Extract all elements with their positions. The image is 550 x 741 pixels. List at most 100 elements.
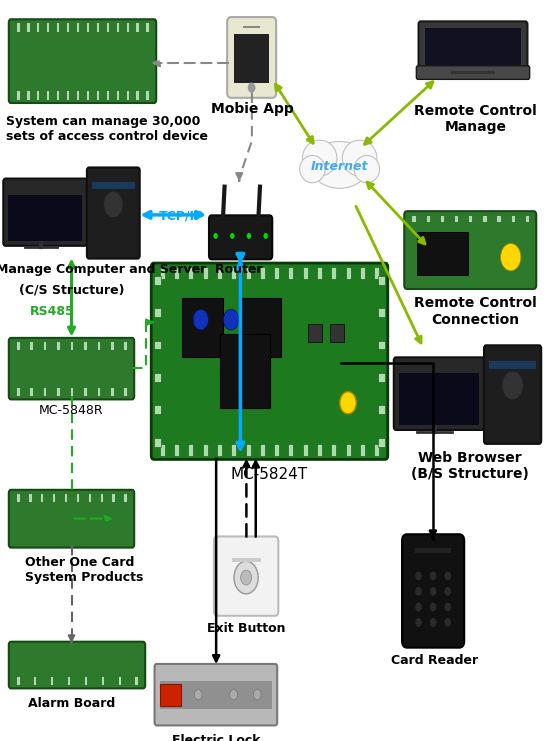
- Bar: [86, 90, 90, 100]
- Bar: [15, 90, 20, 100]
- FancyBboxPatch shape: [155, 664, 277, 725]
- Bar: [15, 493, 20, 502]
- Circle shape: [248, 82, 255, 93]
- Bar: [331, 444, 336, 456]
- Circle shape: [430, 571, 437, 580]
- Text: MC-5824T: MC-5824T: [231, 467, 308, 482]
- FancyBboxPatch shape: [9, 642, 145, 688]
- Bar: [245, 267, 250, 279]
- Bar: [417, 233, 467, 275]
- Bar: [26, 22, 30, 32]
- Circle shape: [444, 571, 451, 580]
- Ellipse shape: [302, 140, 337, 176]
- Bar: [110, 341, 114, 350]
- Bar: [260, 444, 265, 456]
- Bar: [15, 341, 20, 350]
- Text: Card Reader: Card Reader: [391, 654, 478, 667]
- Bar: [440, 215, 444, 222]
- Bar: [510, 215, 515, 222]
- Circle shape: [444, 618, 451, 627]
- Bar: [46, 90, 50, 100]
- Circle shape: [213, 233, 218, 239]
- Bar: [174, 267, 179, 279]
- Bar: [346, 267, 351, 279]
- Text: Other One Card
System Products: Other One Card System Products: [25, 556, 143, 584]
- Bar: [123, 341, 128, 350]
- Bar: [8, 195, 82, 241]
- Circle shape: [500, 244, 521, 270]
- FancyBboxPatch shape: [87, 167, 140, 259]
- Bar: [69, 341, 74, 350]
- Text: Mobie App: Mobie App: [211, 102, 293, 116]
- Bar: [174, 444, 179, 456]
- Text: MC-5848R: MC-5848R: [39, 404, 104, 417]
- Bar: [378, 373, 385, 382]
- Bar: [202, 444, 208, 456]
- Bar: [468, 215, 472, 222]
- FancyBboxPatch shape: [402, 534, 464, 648]
- Bar: [231, 267, 236, 279]
- Circle shape: [263, 233, 268, 239]
- Bar: [217, 444, 222, 456]
- Circle shape: [193, 309, 208, 330]
- Ellipse shape: [354, 156, 379, 183]
- Circle shape: [340, 392, 356, 414]
- Bar: [378, 276, 385, 285]
- Bar: [231, 444, 236, 456]
- Bar: [112, 493, 116, 502]
- Bar: [125, 22, 129, 32]
- Bar: [188, 267, 194, 279]
- Bar: [75, 90, 79, 100]
- Circle shape: [234, 561, 258, 594]
- Bar: [154, 308, 161, 317]
- Bar: [123, 493, 128, 502]
- Circle shape: [444, 587, 451, 596]
- Bar: [96, 90, 100, 100]
- Bar: [317, 267, 322, 279]
- Bar: [288, 267, 293, 279]
- Bar: [116, 22, 119, 32]
- Text: Exit Button: Exit Button: [207, 622, 285, 636]
- Text: Electric Lock: Electric Lock: [172, 734, 260, 741]
- FancyBboxPatch shape: [214, 536, 278, 616]
- Bar: [29, 387, 33, 396]
- Circle shape: [241, 570, 252, 585]
- Bar: [92, 182, 135, 189]
- Bar: [360, 444, 365, 456]
- Text: Internet: Internet: [311, 160, 368, 173]
- Bar: [451, 71, 495, 74]
- Bar: [116, 90, 119, 100]
- Circle shape: [247, 233, 251, 239]
- Bar: [243, 26, 260, 28]
- Bar: [69, 387, 74, 396]
- Bar: [331, 267, 336, 279]
- Bar: [274, 267, 279, 279]
- Bar: [106, 90, 109, 100]
- Ellipse shape: [342, 140, 377, 176]
- Bar: [56, 387, 60, 396]
- Bar: [234, 34, 269, 84]
- Ellipse shape: [300, 156, 325, 183]
- Bar: [160, 683, 181, 705]
- Bar: [83, 341, 87, 350]
- Bar: [302, 267, 307, 279]
- Circle shape: [230, 233, 234, 239]
- Bar: [123, 387, 128, 396]
- FancyBboxPatch shape: [9, 19, 156, 103]
- Bar: [65, 90, 69, 100]
- Bar: [100, 493, 103, 502]
- Text: RS485: RS485: [30, 305, 75, 318]
- Bar: [46, 22, 50, 32]
- Bar: [106, 22, 109, 32]
- Text: Alarm Board: Alarm Board: [28, 697, 115, 710]
- Text: Web Browser
(B/S Structure): Web Browser (B/S Structure): [411, 451, 529, 481]
- Bar: [426, 215, 430, 222]
- Bar: [97, 341, 100, 350]
- Bar: [399, 373, 479, 425]
- Bar: [42, 341, 46, 350]
- Bar: [378, 438, 385, 447]
- Bar: [118, 676, 122, 685]
- Bar: [64, 493, 68, 502]
- Bar: [217, 267, 222, 279]
- Bar: [489, 361, 536, 368]
